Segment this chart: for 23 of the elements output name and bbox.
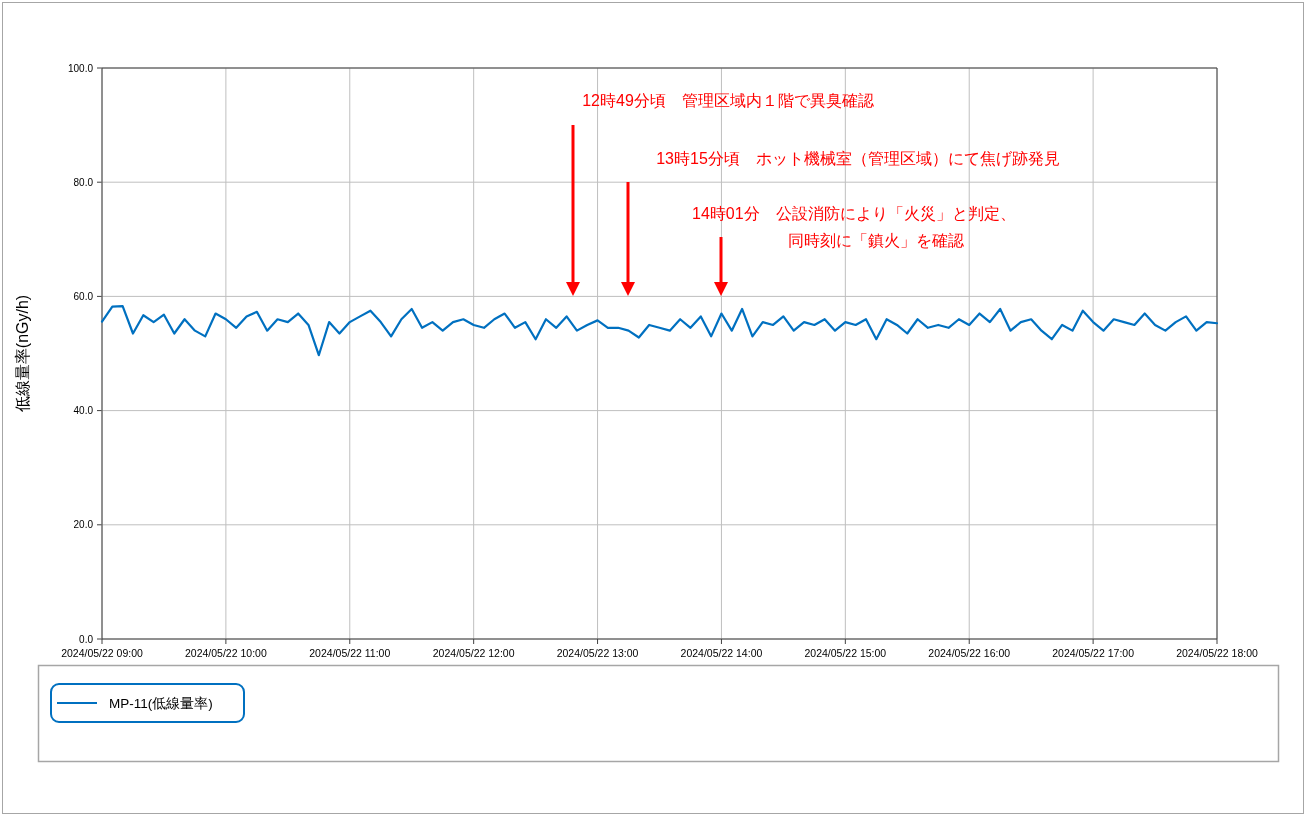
y-tick-label: 60.0: [73, 290, 94, 302]
line-series: [100, 305, 1219, 357]
x-tick-label: 2024/05/22 18:00: [1176, 647, 1259, 659]
x-tick-label: 2024/05/22 17:00: [1052, 647, 1135, 659]
x-tick-label: 2024/05/22 12:00: [432, 647, 515, 659]
legend-item: MP-11(低線量率): [50, 683, 245, 723]
y-tick-label: 0.0: [79, 633, 94, 645]
annotation: 12時49分頃 管理区域内１階で異臭確認: [582, 92, 874, 109]
x-tick-label: 2024/05/22 14:00: [680, 647, 763, 659]
y-tick-label: 80.0: [73, 176, 94, 188]
x-tick-label: 2024/05/22 11:00: [309, 647, 391, 659]
x-tick-label: 2024/05/22 10:00: [185, 647, 267, 659]
x-tick-label: 2024/05/22 13:00: [556, 647, 639, 659]
y-tick-label: 40.0: [73, 405, 94, 417]
legend-label: MP-11(低線量率): [109, 696, 213, 711]
annotation: 14時01分 公設消防により「火災」と判定、同時刻に「鎮火」を確認: [692, 205, 1016, 249]
y-tick-label: 100.0: [67, 62, 94, 74]
y-tick-label: 20.0: [73, 519, 94, 531]
x-tick-label: 2024/05/22 09:00: [61, 647, 144, 659]
annotation: 13時15分頃 ホット機械室（管理区域）にて焦げ跡発見: [656, 150, 1060, 167]
y-axis-title: 低線量率(nGy/h): [14, 294, 31, 413]
x-tick-label: 2024/05/22 16:00: [928, 647, 1011, 659]
x-tick-label: 2024/05/22 15:00: [804, 647, 887, 659]
